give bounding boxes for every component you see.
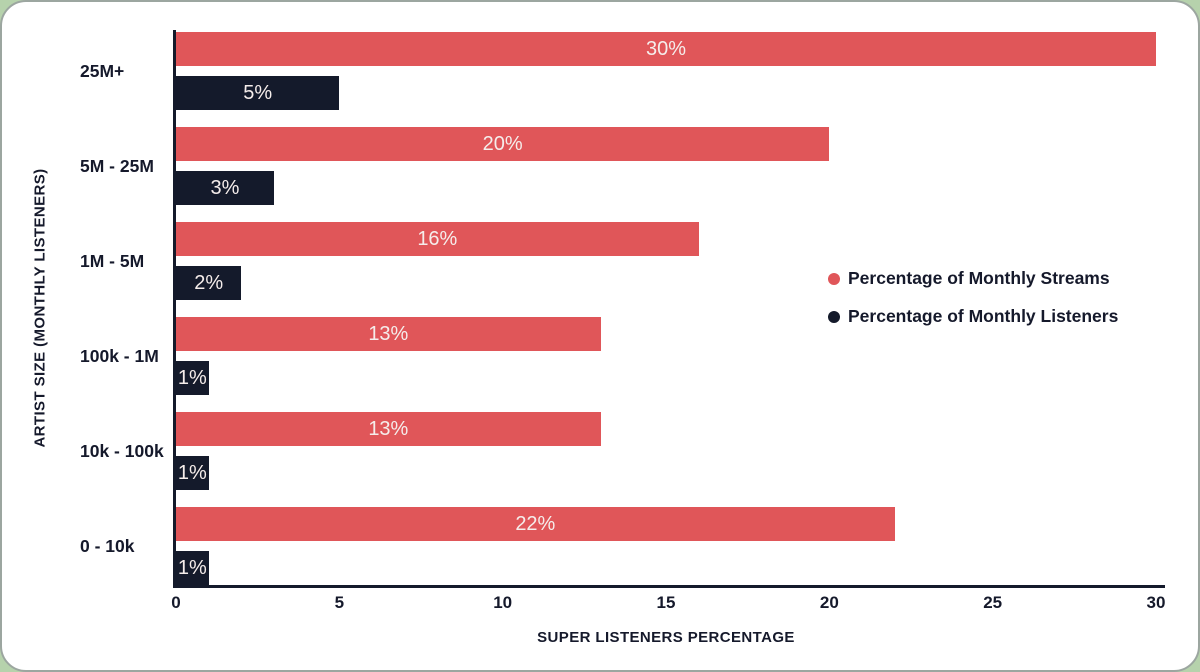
listeners-bar-6: 1% xyxy=(176,551,209,585)
legend: Percentage of Monthly Streams Percentage… xyxy=(828,268,1118,327)
x-tick-25: 25 xyxy=(983,593,1003,612)
bar-value-label: 22% xyxy=(515,512,556,535)
category-label-6: 0 - 10k xyxy=(80,536,135,556)
bar-value-label: 5% xyxy=(243,81,273,104)
listeners-bar-2: 3% xyxy=(176,171,274,205)
listeners-bar-1: 5% xyxy=(176,76,340,110)
category-label-5: 10k - 100k xyxy=(80,441,164,461)
listeners-legend-dot-icon xyxy=(828,310,840,323)
x-tick-20: 20 xyxy=(819,593,839,612)
x-tick-30: 30 xyxy=(1146,593,1166,612)
legend-item-monthly-listeners: Percentage of Monthly Listeners xyxy=(828,306,1118,327)
bar-value-label: 16% xyxy=(417,227,458,250)
streams-bar-4: 13% xyxy=(176,317,601,351)
y-axis-title: ARTIST SIZE (MONTHLY LISTENERS) xyxy=(31,168,49,448)
bar-value-label: 20% xyxy=(482,132,523,155)
bar-value-label: 13% xyxy=(368,417,409,440)
category-label-4: 100k - 1M xyxy=(80,346,159,366)
x-axis-title: SUPER LISTENERS PERCENTAGE xyxy=(537,629,795,646)
bar-value-label: 13% xyxy=(368,322,409,345)
x-tick-5: 5 xyxy=(334,593,345,612)
listeners-bar-4: 1% xyxy=(176,361,209,395)
legend-item-monthly-streams: Percentage of Monthly Streams xyxy=(828,268,1118,289)
streams-bar-3: 16% xyxy=(176,222,699,256)
streams-bar-1: 30% xyxy=(176,32,1156,66)
y-axis-line xyxy=(173,30,176,588)
bar-value-label: 3% xyxy=(210,176,240,199)
x-axis-line xyxy=(173,585,1165,588)
streams-bar-2: 20% xyxy=(176,127,830,161)
streams-bar-6: 22% xyxy=(176,507,895,541)
x-tick-15: 15 xyxy=(656,593,676,612)
bar-value-label: 1% xyxy=(177,556,207,579)
category-label-1: 25M+ xyxy=(80,61,125,81)
streams-legend-dot-icon xyxy=(828,272,840,285)
listeners-bar-3: 2% xyxy=(176,266,242,300)
streams-bar-5: 13% xyxy=(176,412,601,446)
category-label-2: 5M - 25M xyxy=(80,156,154,176)
x-tick-10: 10 xyxy=(493,593,513,612)
bar-value-label: 1% xyxy=(177,366,207,389)
bar-value-label: 1% xyxy=(177,461,207,484)
bar-value-label: 30% xyxy=(645,37,687,60)
streams-legend-label: Percentage of Monthly Streams xyxy=(848,268,1110,288)
category-label-3: 1M - 5M xyxy=(80,251,145,271)
x-tick-0: 0 xyxy=(171,593,181,612)
listeners-bar-5: 1% xyxy=(176,456,209,490)
listeners-legend-label: Percentage of Monthly Listeners xyxy=(848,306,1119,326)
bar-value-label: 2% xyxy=(194,271,224,294)
